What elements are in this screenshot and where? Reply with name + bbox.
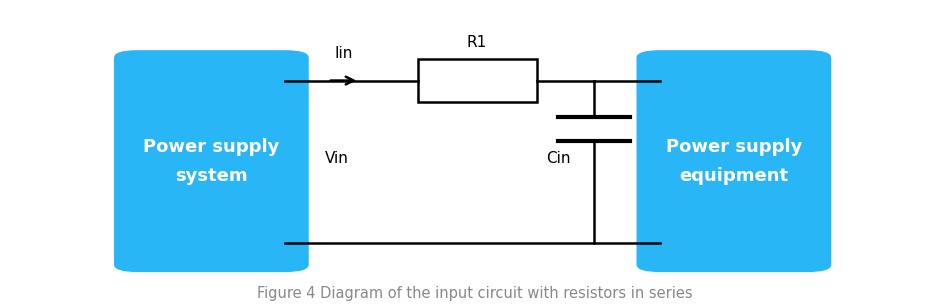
Text: Power supply
system: Power supply system (143, 137, 279, 185)
Text: Iin: Iin (334, 46, 353, 61)
Text: Cin: Cin (546, 150, 571, 166)
Text: Vin: Vin (325, 150, 350, 166)
Text: R1: R1 (466, 35, 487, 50)
FancyBboxPatch shape (636, 50, 831, 272)
FancyBboxPatch shape (114, 50, 309, 272)
Bar (418, 59, 537, 102)
Text: Power supply
equipment: Power supply equipment (666, 137, 802, 185)
Text: Figure 4 Diagram of the input circuit with resistors in series: Figure 4 Diagram of the input circuit wi… (257, 286, 693, 301)
